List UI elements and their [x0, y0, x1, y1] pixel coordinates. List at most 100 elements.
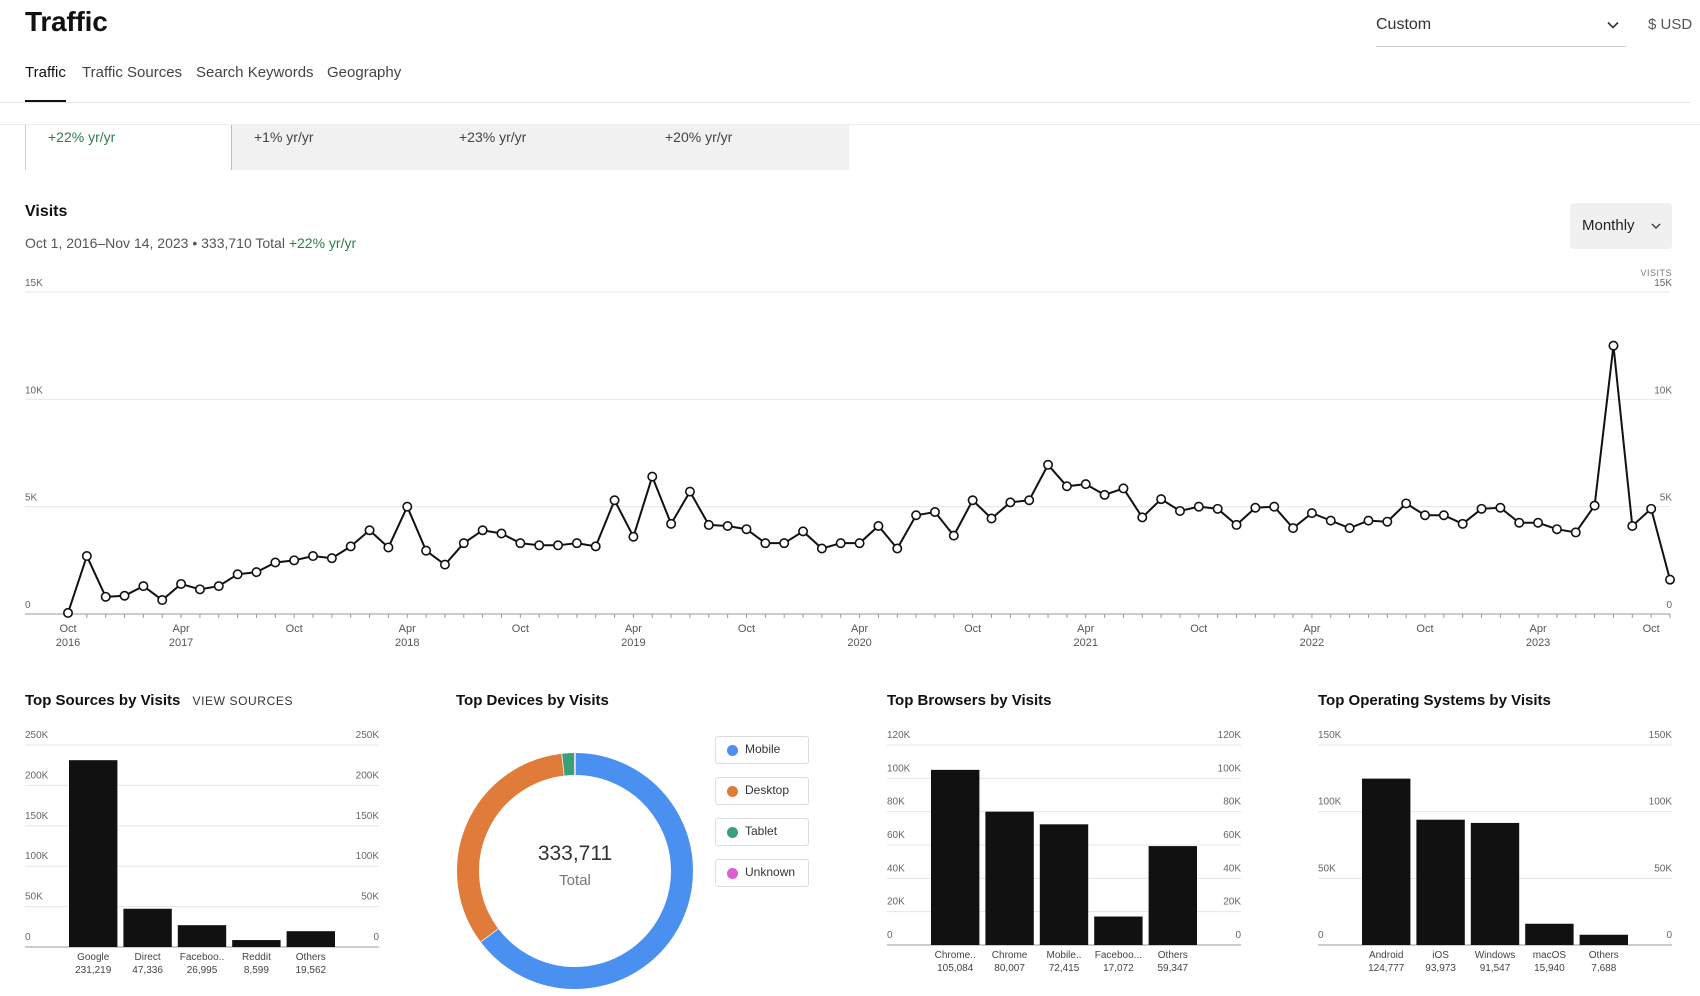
view-sources-link[interactable]: VIEW SOURCES: [192, 694, 294, 708]
bar: [286, 931, 335, 947]
summary-card[interactable]: +1% yr/yr: [231, 125, 438, 170]
data-point: [571, 538, 582, 549]
bar-value-label: 59,347: [1158, 963, 1189, 974]
data-point: [1306, 508, 1317, 519]
data-point: [1665, 574, 1676, 585]
bar-category-label: Mobile..: [1046, 950, 1081, 961]
bar: [931, 769, 980, 945]
data-point: [1193, 501, 1204, 512]
data-point: [590, 541, 601, 552]
y-tick-label-left: 120K: [887, 730, 911, 741]
bar: [1579, 934, 1628, 945]
tab-search-keywords[interactable]: Search Keywords: [196, 64, 314, 81]
bar-value-label: 91,547: [1480, 963, 1511, 974]
x-tick-label: Apr: [625, 623, 642, 635]
x-tick-label: Oct: [1190, 623, 1207, 635]
data-point: [647, 471, 658, 482]
x-tick-label: Oct: [1643, 623, 1660, 635]
legend-label: Desktop: [745, 783, 790, 797]
legend-item-tablet[interactable]: Tablet: [715, 818, 809, 846]
x-tick-label: Apr: [399, 623, 416, 635]
data-point: [1476, 503, 1487, 514]
x-tick-year-label: 2021: [1073, 637, 1097, 649]
donut-total-caption: Total: [559, 872, 591, 889]
data-point: [1495, 502, 1506, 513]
tab-traffic[interactable]: Traffic: [25, 64, 66, 81]
currency-label[interactable]: $ USD: [1648, 16, 1693, 33]
y-tick-label-right: 150K: [356, 811, 380, 822]
y-tick-label-right: 0: [1666, 600, 1672, 611]
page-title: Traffic: [25, 6, 108, 37]
y-tick-label-left: 80K: [887, 797, 905, 808]
y-tick-label-right: 0: [1666, 930, 1672, 941]
bar-value-label: 124,777: [1368, 963, 1405, 974]
data-point: [100, 591, 111, 602]
bar: [1094, 916, 1143, 945]
donut-slice: [457, 753, 565, 942]
x-tick-label: Apr: [173, 623, 190, 635]
summary-card-visits[interactable]: +22% yr/yr: [25, 125, 232, 170]
donut-slice: [480, 753, 693, 989]
y-tick-label-right: 0: [373, 932, 379, 943]
legend-item-unknown[interactable]: Unknown: [715, 859, 809, 887]
y-tick-label-left: 50K: [1318, 863, 1336, 874]
data-point: [760, 538, 771, 549]
data-point: [741, 524, 752, 535]
data-point: [873, 520, 884, 531]
bar-category-label: Google: [77, 952, 110, 963]
top-sources-title: Top Sources by Visits: [25, 692, 181, 709]
legend-item-mobile[interactable]: Mobile: [715, 736, 809, 764]
data-point: [1438, 510, 1449, 521]
data-point: [967, 495, 978, 506]
legend-label: Unknown: [745, 865, 796, 879]
bar-category-label: Others: [1589, 950, 1619, 961]
bar-category-label: Windows: [1475, 950, 1516, 961]
data-point: [1570, 527, 1581, 538]
data-point: [1514, 517, 1525, 528]
legend-item-desktop[interactable]: Desktop: [715, 777, 809, 805]
bar-category-label: Faceboo...: [1095, 950, 1142, 961]
y-tick-label-right: 5K: [1660, 493, 1673, 504]
bar-category-label: Faceboo..: [180, 952, 224, 963]
bar-value-label: 7,688: [1591, 963, 1616, 974]
data-point: [722, 520, 733, 531]
period-select[interactable]: Monthly: [1570, 203, 1672, 249]
data-point: [62, 607, 73, 618]
data-point: [609, 495, 620, 506]
donut-total-value: 333,711: [537, 842, 613, 865]
x-tick-label: Oct: [738, 623, 755, 635]
data-point: [1118, 483, 1129, 494]
x-tick-year-label: 2017: [169, 637, 193, 649]
y-tick-label-left: 0: [1318, 930, 1324, 941]
tab-traffic-sources[interactable]: Traffic Sources: [82, 64, 183, 81]
bar-value-label: 231,219: [75, 965, 112, 976]
data-point: [1099, 489, 1110, 500]
y-tick-label-left: 150K: [1318, 730, 1342, 741]
y-tick-label-right: 150K: [1649, 730, 1673, 741]
summary-card[interactable]: +20% yr/yr: [643, 125, 849, 170]
bar: [1148, 846, 1197, 945]
y-tick-label-left: 5K: [25, 493, 38, 504]
data-point: [326, 553, 337, 564]
bar: [1470, 822, 1520, 945]
data-point: [1043, 459, 1054, 470]
date-range-select[interactable]: Custom: [1376, 14, 1626, 47]
y-tick-label-right: 15K: [1654, 278, 1672, 289]
x-tick-label: Apr: [851, 623, 868, 635]
donut-total: 333,711 Total: [480, 842, 670, 889]
bar-category-label: Chrome..: [935, 950, 976, 961]
summary-card-yoy: +22% yr/yr: [48, 129, 116, 145]
tab-geography[interactable]: Geography: [327, 64, 402, 81]
chevron-down-icon: [1650, 219, 1662, 237]
summary-card-yoy: +20% yr/yr: [665, 129, 733, 145]
active-tab-indicator: [25, 100, 66, 102]
data-point: [798, 526, 809, 537]
donut-slice: [562, 753, 576, 776]
top-browsers-bar-chart: 0 0 20K 20K 40K 40K 60K 60K 80K 80K 100K 100K 120K 12…: [887, 730, 1241, 974]
x-tick-year-label: 2019: [621, 637, 645, 649]
chevron-down-icon: [1606, 18, 1620, 37]
summary-card[interactable]: +23% yr/yr: [437, 125, 643, 170]
summary-card-yoy: +1% yr/yr: [254, 129, 314, 145]
y-tick-label-right: 40K: [1223, 863, 1241, 874]
